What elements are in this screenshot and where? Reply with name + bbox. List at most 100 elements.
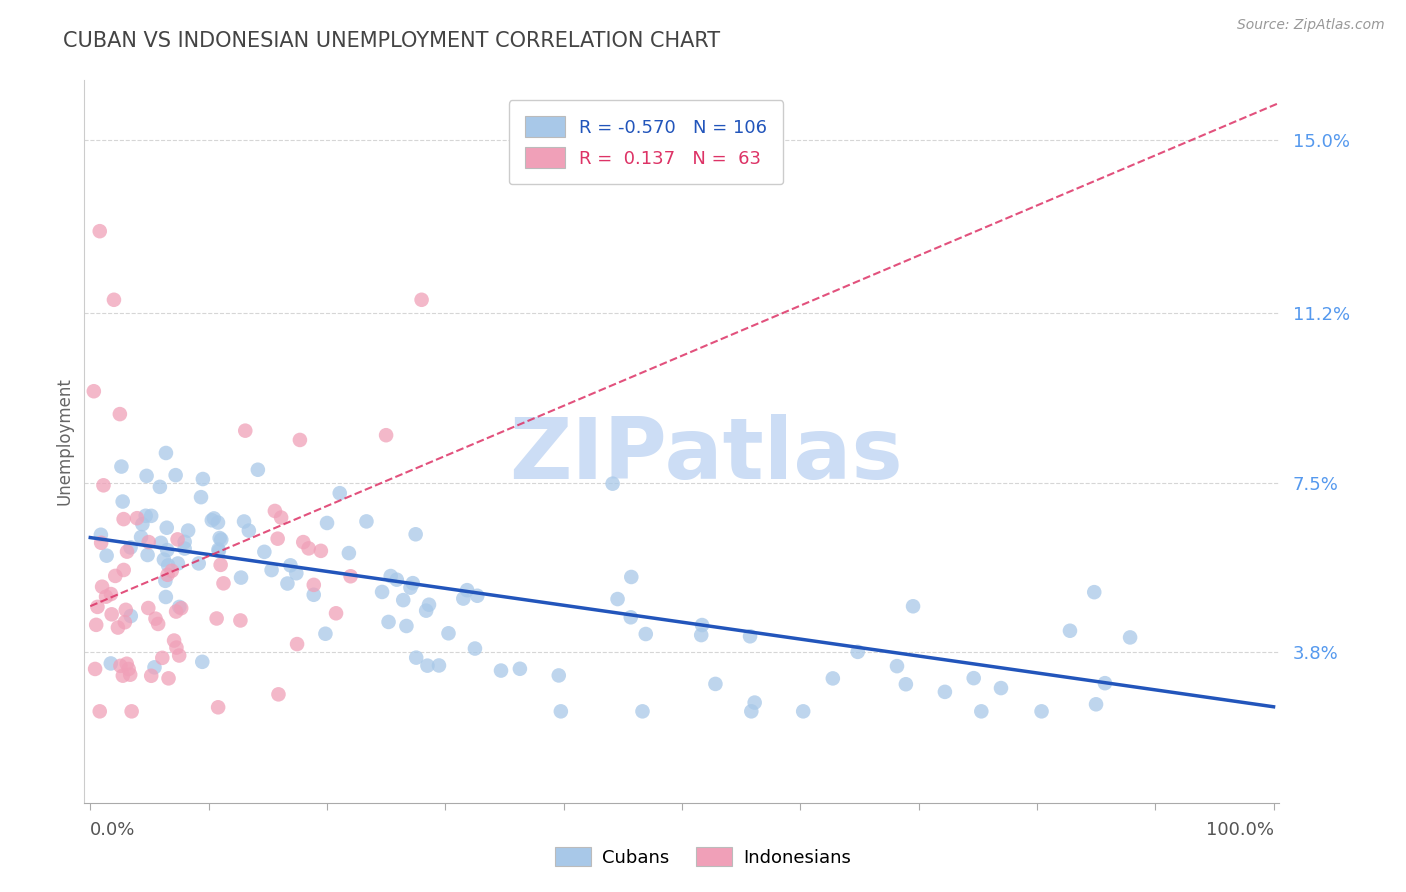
- Point: [1031, 704, 1053, 718]
- Point: [117, 662, 139, 676]
- Point: [90, 535, 112, 549]
- Point: [385, 573, 408, 587]
- Point: [901, 599, 924, 614]
- Point: [165, 468, 187, 483]
- Point: [156, 543, 179, 558]
- Point: [149, 536, 172, 550]
- Point: [285, 566, 308, 581]
- Point: [146, 616, 169, 631]
- Point: [115, 544, 138, 558]
- Point: [704, 677, 727, 691]
- Point: [156, 521, 179, 535]
- Point: [1083, 585, 1105, 599]
- Point: [209, 533, 232, 547]
- Point: [309, 544, 332, 558]
- Point: [141, 508, 163, 523]
- Point: [136, 548, 159, 562]
- Point: [246, 463, 269, 477]
- Point: [846, 645, 869, 659]
- Point: [156, 567, 179, 582]
- Point: [489, 664, 512, 678]
- Point: [509, 662, 531, 676]
- Point: [107, 621, 129, 635]
- Point: [155, 590, 177, 604]
- Point: [138, 535, 160, 549]
- Point: [690, 628, 713, 642]
- Point: [934, 685, 956, 699]
- Point: [131, 517, 153, 532]
- Point: [115, 657, 138, 671]
- Point: [415, 604, 437, 618]
- Point: [111, 668, 134, 682]
- Point: [114, 615, 136, 630]
- Point: [298, 541, 321, 556]
- Point: [155, 574, 177, 588]
- Point: [169, 599, 191, 614]
- Point: [547, 668, 569, 682]
- Text: CUBAN VS INDONESIAN UNEMPLOYMENT CORRELATION CHART: CUBAN VS INDONESIAN UNEMPLOYMENT CORRELA…: [63, 31, 720, 51]
- Point: [1085, 698, 1108, 712]
- Point: [157, 558, 180, 573]
- Point: [191, 472, 214, 486]
- Point: [90, 527, 112, 541]
- Point: [100, 657, 122, 671]
- Point: [83, 384, 105, 399]
- Point: [314, 626, 336, 640]
- Text: Source: ZipAtlas.com: Source: ZipAtlas.com: [1237, 18, 1385, 32]
- Legend: Cubans, Indonesians: Cubans, Indonesians: [548, 840, 858, 874]
- Point: [103, 293, 125, 307]
- Point: [325, 607, 347, 621]
- Point: [990, 681, 1012, 695]
- Point: [229, 614, 252, 628]
- Point: [437, 626, 460, 640]
- Point: [316, 516, 339, 530]
- Point: [112, 512, 135, 526]
- Point: [112, 563, 135, 577]
- Point: [886, 659, 908, 673]
- Point: [337, 546, 360, 560]
- Point: [465, 589, 488, 603]
- Point: [121, 704, 143, 718]
- Point: [191, 655, 214, 669]
- Point: [150, 650, 173, 665]
- Point: [93, 478, 115, 492]
- Point: [229, 571, 252, 585]
- Point: [292, 535, 315, 549]
- Point: [157, 671, 180, 685]
- Point: [84, 662, 107, 676]
- Point: [110, 658, 132, 673]
- Point: [266, 532, 288, 546]
- Point: [160, 564, 183, 578]
- Point: [267, 687, 290, 701]
- Point: [125, 511, 148, 525]
- Point: [620, 570, 643, 584]
- Point: [155, 446, 177, 460]
- Point: [405, 527, 427, 541]
- Point: [392, 593, 415, 607]
- Point: [165, 640, 187, 655]
- Point: [456, 583, 478, 598]
- Point: [276, 576, 298, 591]
- Point: [89, 224, 111, 238]
- Point: [167, 557, 190, 571]
- Legend: R = -0.570   N = 106, R =  0.137   N =  63: R = -0.570 N = 106, R = 0.137 N = 63: [509, 100, 783, 185]
- Y-axis label: Unemployment: Unemployment: [55, 377, 73, 506]
- Point: [207, 516, 229, 530]
- Point: [187, 557, 209, 571]
- Point: [634, 627, 657, 641]
- Point: [285, 637, 308, 651]
- Point: [356, 515, 378, 529]
- Point: [260, 563, 283, 577]
- Point: [253, 545, 276, 559]
- Point: [149, 480, 172, 494]
- Point: [894, 677, 917, 691]
- Point: [427, 658, 450, 673]
- Point: [329, 486, 352, 500]
- Point: [135, 468, 157, 483]
- Point: [280, 558, 302, 573]
- Point: [602, 476, 624, 491]
- Point: [120, 541, 142, 555]
- Point: [402, 576, 425, 591]
- Point: [96, 549, 118, 563]
- Point: [453, 591, 475, 606]
